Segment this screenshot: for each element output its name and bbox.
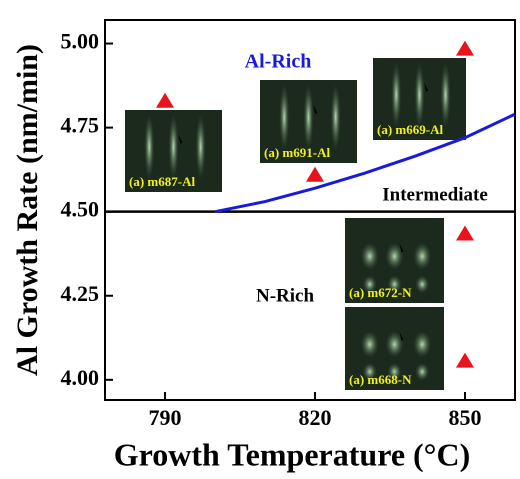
diffraction-streak [414,62,425,128]
inset: (a) m691-Al [260,80,357,163]
point [456,225,474,241]
inset: (a) m672-N [345,218,444,303]
curve [214,112,516,214]
inset: (a) m669-Al [373,58,466,140]
x-tick-label: 850 [449,405,482,430]
y-tick-label: 5.00 [61,29,100,54]
diffraction-streak [168,114,179,180]
diffraction-spot [387,362,402,381]
shadow-mark [178,134,183,144]
inset-label: (a) m691-Al [264,145,330,160]
shadow-mark [399,331,404,341]
annotation: N-Rich [256,285,314,306]
x-tick-label: 820 [299,405,332,430]
y-axis-label: Al Growth Rate (nm/min) [11,44,44,376]
diffraction-streak [195,114,206,180]
diffraction-streak [144,114,155,180]
inset: (a) m668-N [345,307,444,390]
diffraction-streak [303,84,314,151]
diffraction-streak [391,62,402,128]
point [456,40,474,56]
inset: (a) m687-Al [125,110,222,192]
point [156,92,174,108]
diffraction-streak [385,242,404,270]
annotation: Intermediate [382,184,488,205]
diffraction-spot [362,362,377,381]
diffraction-streak [385,331,404,358]
diffraction-streak [440,62,451,128]
diffraction-spot [415,362,430,381]
x-tick-label: 790 [149,405,182,430]
y-tick-label: 4.75 [61,113,100,138]
diffraction-streak [413,242,432,270]
plot-frame [104,19,516,401]
shadow-mark [313,104,318,114]
y-tick-label: 4.50 [61,197,100,222]
diffraction-streak [360,331,379,358]
inset-label: (a) m687-Al [129,174,195,189]
annotation: Al-Rich [245,51,312,73]
x-axis-label: Growth Temperature (°C) [114,436,470,472]
diffraction-streak [330,84,341,151]
diffraction-spot [362,275,377,294]
diffraction-streak [360,242,379,270]
diffraction-spot [387,275,402,294]
diffraction-spot [415,275,430,294]
diffraction-streak [413,331,432,358]
point [306,166,324,182]
shadow-mark [424,82,429,92]
y-tick-label: 4.00 [61,365,100,390]
inset-label: (a) m669-Al [377,122,443,137]
diffraction-streak [279,84,290,151]
point [456,352,474,368]
shadow-mark [399,243,404,253]
y-tick-label: 4.25 [61,281,100,306]
inset-label: (a) m672-N [349,285,412,300]
inset-label: (a) m668-N [349,372,412,387]
